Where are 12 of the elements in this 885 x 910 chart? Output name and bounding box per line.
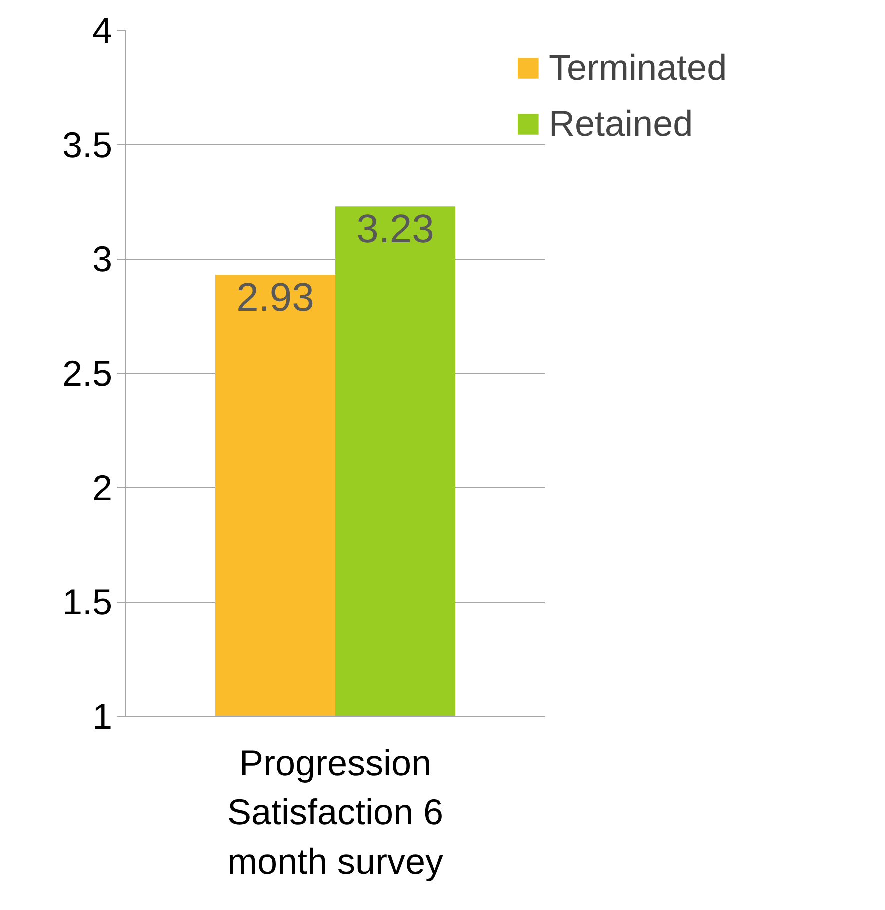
x-tick-label: Progression Satisfaction 6 month survey (227, 742, 444, 882)
y-tick-label: 4 (92, 10, 113, 51)
y-tick-label: 1 (92, 696, 113, 737)
y-tick-label: 2.5 (62, 353, 112, 394)
y-tick-label: 3.5 (62, 124, 112, 166)
y-tick-label: 3 (92, 238, 113, 280)
legend-label: Retained (549, 103, 694, 146)
legend-label: Terminated (549, 47, 728, 90)
y-tick-label: 2 (92, 467, 113, 508)
data-label: 2.93 (236, 276, 314, 320)
y-tick-label: 1.5 (62, 582, 112, 623)
data-label: 3.23 (356, 208, 434, 252)
